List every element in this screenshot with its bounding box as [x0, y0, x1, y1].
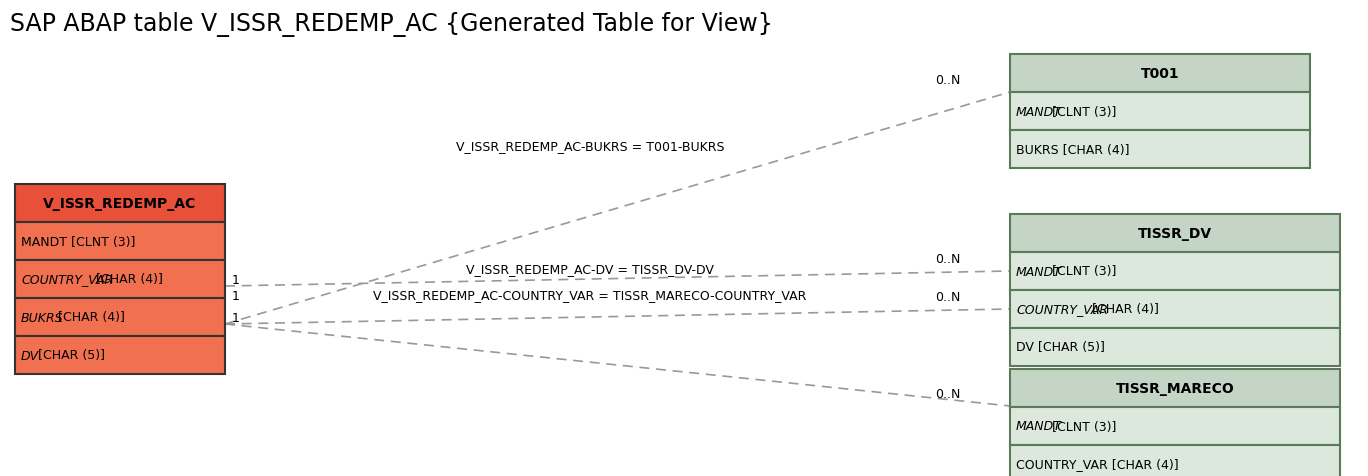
Text: [CLNT (3)]: [CLNT (3)]	[1048, 105, 1116, 118]
Text: 0..N: 0..N	[934, 252, 960, 266]
Bar	[1010, 328, 1341, 366]
Bar	[1010, 215, 1341, 252]
Text: V_ISSR_REDEMP_AC: V_ISSR_REDEMP_AC	[44, 197, 197, 210]
Bar	[1010, 93, 1311, 131]
Bar	[15, 223, 224, 260]
Text: V_ISSR_REDEMP_AC-COUNTRY_VAR = TISSR_MARECO-COUNTRY_VAR: V_ISSR_REDEMP_AC-COUNTRY_VAR = TISSR_MAR…	[373, 289, 807, 302]
Bar	[1010, 407, 1341, 445]
Text: [CLNT (3)]: [CLNT (3)]	[1048, 420, 1116, 433]
Text: TISSR_DV: TISSR_DV	[1138, 227, 1212, 240]
Text: MANDT: MANDT	[1016, 265, 1062, 278]
Text: SAP ABAP table V_ISSR_REDEMP_AC {Generated Table for View}: SAP ABAP table V_ISSR_REDEMP_AC {Generat…	[10, 12, 773, 37]
Text: BUKRS [CHAR (4)]: BUKRS [CHAR (4)]	[1016, 143, 1130, 156]
Text: 0..N: 0..N	[934, 290, 960, 303]
Bar	[1010, 445, 1341, 476]
Text: MANDT: MANDT	[1016, 420, 1062, 433]
Text: 1: 1	[233, 290, 239, 303]
Text: MANDT: MANDT	[1016, 105, 1062, 118]
Bar	[15, 185, 224, 223]
Text: T001: T001	[1141, 67, 1179, 81]
Text: 1: 1	[233, 312, 239, 325]
Bar	[1010, 55, 1311, 93]
Bar	[1010, 369, 1341, 407]
Text: V_ISSR_REDEMP_AC-DV = TISSR_DV-DV: V_ISSR_REDEMP_AC-DV = TISSR_DV-DV	[466, 263, 714, 276]
Bar	[1010, 131, 1311, 169]
Text: V_ISSR_REDEMP_AC-BUKRS = T001-BUKRS: V_ISSR_REDEMP_AC-BUKRS = T001-BUKRS	[456, 140, 724, 153]
Bar	[15, 260, 224, 298]
Text: 0..N: 0..N	[934, 387, 960, 400]
Bar	[1010, 252, 1341, 290]
Text: DV [CHAR (5)]: DV [CHAR (5)]	[1016, 341, 1105, 354]
Text: MANDT [CLNT (3)]: MANDT [CLNT (3)]	[21, 235, 135, 248]
Text: [CHAR (4)]: [CHAR (4)]	[53, 311, 124, 324]
Text: BUKRS: BUKRS	[21, 311, 63, 324]
Text: [CHAR (4)]: [CHAR (4)]	[1088, 303, 1159, 316]
Text: [CLNT (3)]: [CLNT (3)]	[1048, 265, 1116, 278]
Text: 1: 1	[233, 274, 239, 287]
Text: COUNTRY_VAR: COUNTRY_VAR	[1016, 303, 1108, 316]
Text: TISSR_MARECO: TISSR_MARECO	[1116, 381, 1234, 395]
Text: DV: DV	[21, 349, 40, 362]
Text: 0..N: 0..N	[934, 74, 960, 87]
Bar	[15, 336, 224, 374]
Text: COUNTRY_VAR: COUNTRY_VAR	[21, 273, 114, 286]
Bar	[15, 298, 224, 336]
Text: [CHAR (5)]: [CHAR (5)]	[34, 349, 105, 362]
Text: COUNTRY_VAR [CHAR (4)]: COUNTRY_VAR [CHAR (4)]	[1016, 457, 1179, 470]
Text: [CHAR (4)]: [CHAR (4)]	[93, 273, 163, 286]
Bar	[1010, 290, 1341, 328]
